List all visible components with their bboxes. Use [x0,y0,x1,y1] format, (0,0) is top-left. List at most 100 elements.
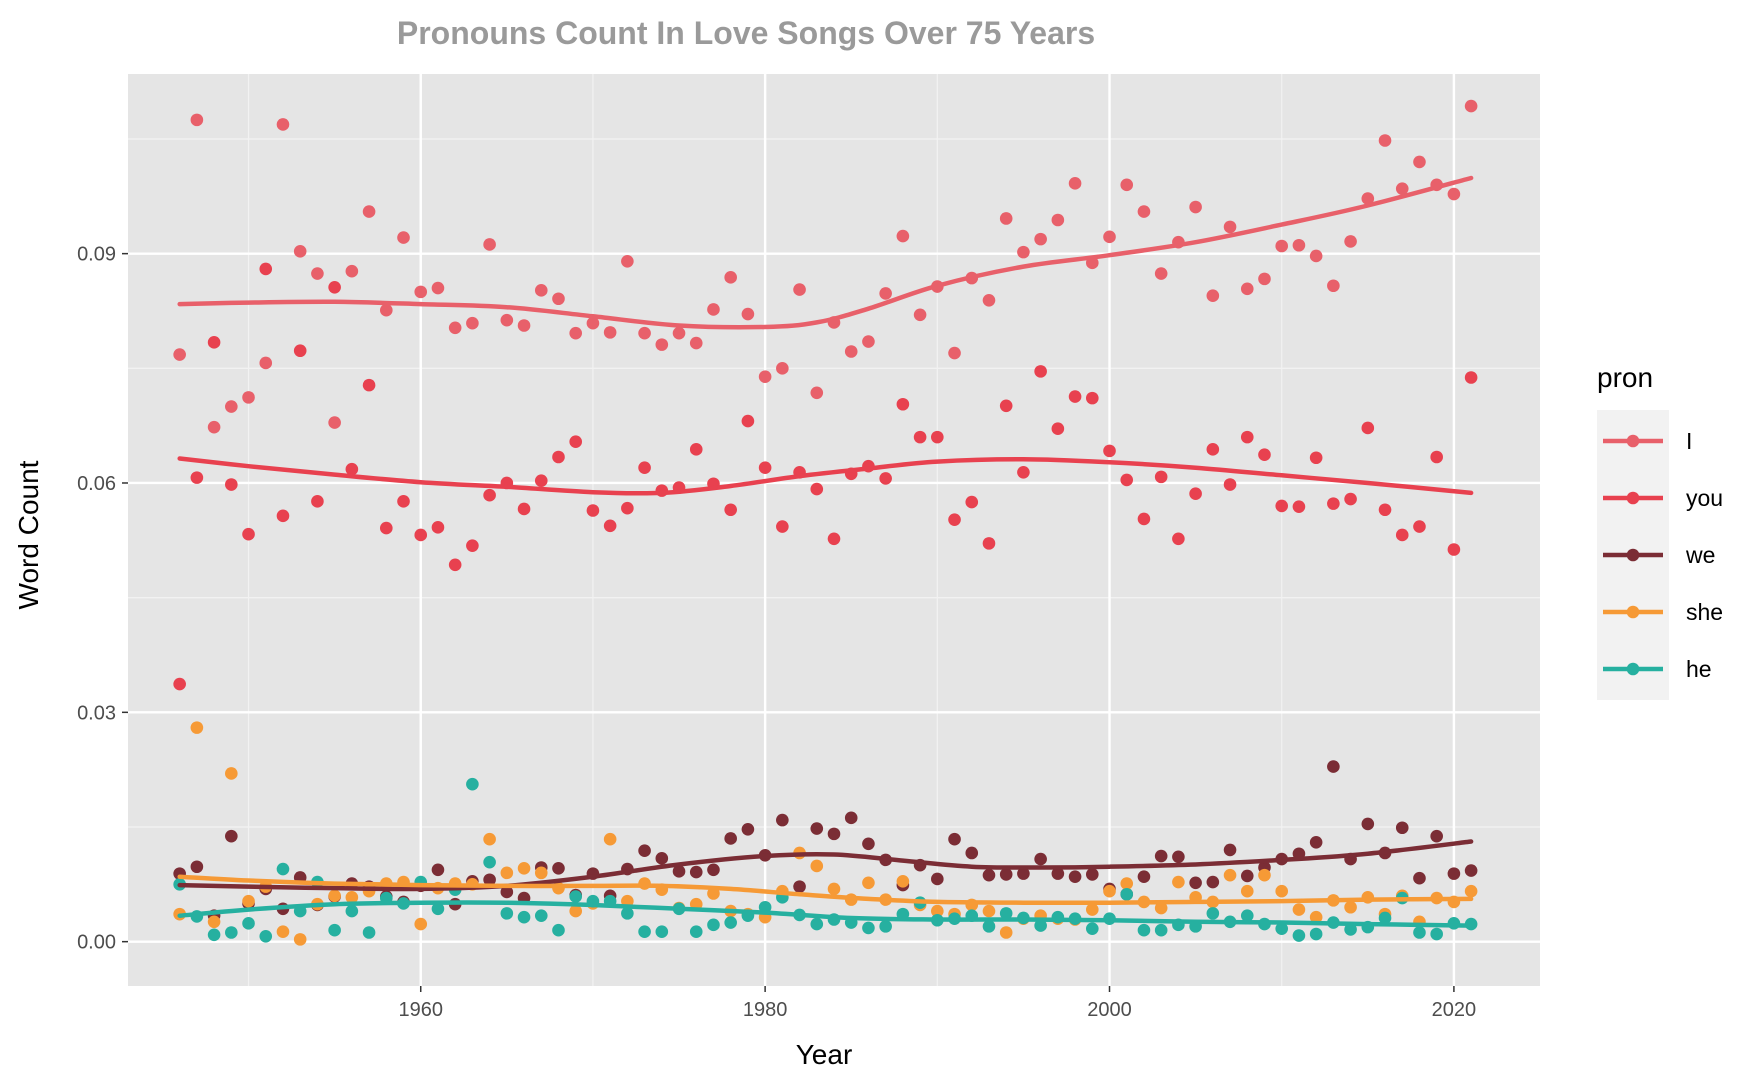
data-point [1034,232,1047,246]
data-point [982,537,996,550]
data-point [569,904,583,918]
legend-label: we [1685,542,1715,568]
data-point [1378,503,1392,517]
data-point [931,430,944,444]
data-point [1430,829,1443,843]
data-point [1395,528,1409,542]
data-point [621,254,634,268]
x-axis: 1960 1980 2000 2020 [398,986,1476,1021]
data-point [1309,249,1323,263]
data-point [500,907,514,920]
data-point [638,925,651,939]
data-point [1378,911,1392,925]
data-point [689,925,703,939]
data-point [862,876,875,890]
data-point [913,430,927,444]
data-point [1154,267,1168,280]
data-point [879,472,892,485]
data-point [1240,909,1254,922]
data-point [1120,178,1134,192]
x-axis-title: Year [796,1039,853,1070]
data-point [655,852,669,865]
data-point [276,862,290,876]
data-point [1085,868,1099,881]
data-point [517,502,531,516]
data-point [534,474,548,487]
data-point [1258,272,1271,286]
data-point [225,767,238,780]
data-point [1464,884,1478,898]
data-point [741,414,755,428]
data-point [431,902,445,916]
data-point [362,926,376,939]
data-point [569,890,583,903]
data-point [1154,901,1168,915]
data-point [724,916,737,929]
data-point [758,370,772,384]
data-point [672,865,686,878]
data-point [483,855,496,869]
data-point [1103,884,1116,898]
data-point [1085,922,1099,935]
data-point [259,930,273,943]
legend-title: pron [1597,362,1653,393]
data-point [1413,871,1426,885]
data-point [913,308,927,322]
data-point [345,264,359,278]
legend-label: you [1686,485,1723,511]
data-point [276,509,290,523]
data-point [1361,421,1375,435]
data-point [1223,220,1237,234]
data-point [1275,239,1289,253]
data-point [276,118,290,131]
data-point [1344,923,1357,936]
data-point [1447,867,1461,880]
data-point [965,495,979,509]
data-point [190,860,204,874]
data-point [1292,500,1306,513]
data-point [603,519,617,533]
data-point [603,832,617,846]
data-point [1430,450,1443,464]
data-point [242,527,255,541]
data-point [311,267,324,280]
data-point [948,513,961,526]
data-point [1327,760,1340,773]
data-point [810,822,824,835]
legend-item-we: we [1603,542,1715,568]
data-point [225,478,238,491]
data-point [1189,487,1202,500]
data-point [776,362,789,375]
data-point [982,868,996,882]
data-point [1085,391,1099,405]
data-point [1103,444,1116,458]
data-point [517,861,531,875]
data-point [1223,843,1237,857]
y-tick-label: 0.09 [77,244,116,266]
data-point [827,532,841,546]
series-i-points [173,99,1478,434]
data-point [552,861,565,875]
legend-key-point [1626,434,1640,448]
series-you-points [173,262,1478,691]
data-point [207,336,221,349]
data-point [293,344,307,358]
data-point [500,313,514,327]
data-point [397,231,410,244]
data-point [552,292,565,306]
data-point [190,471,204,484]
data-point [1154,849,1168,863]
data-point [1430,927,1443,941]
data-point [225,829,238,843]
plot-background [128,74,1540,986]
series-we-trend-line [177,839,1474,892]
data-point [758,461,772,474]
legend-key-point [1626,548,1640,562]
data-point [276,925,290,939]
data-point [844,345,858,358]
data-point [621,907,634,920]
data-point [483,873,496,887]
data-point [1017,867,1030,880]
data-point [207,928,221,942]
